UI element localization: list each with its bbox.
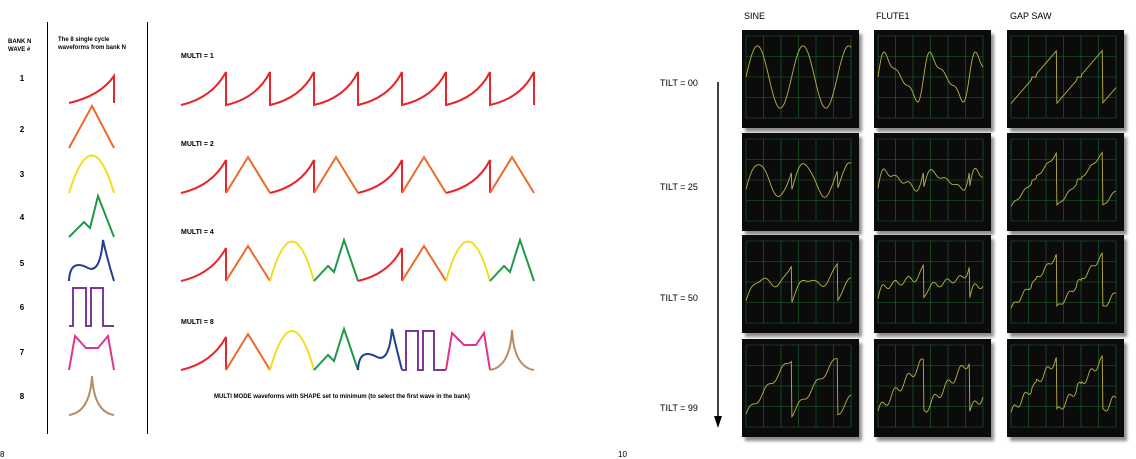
- scope-plot: [1010, 240, 1117, 324]
- wave-number-1: 1: [19, 74, 25, 83]
- multi-4-waveform: [180, 236, 535, 282]
- scope-sine-tilt-0: [742, 30, 859, 128]
- scope-plot: [877, 35, 984, 119]
- page-number-left: 8: [0, 450, 5, 459]
- multi-label-1: MULTI = 1: [181, 53, 214, 60]
- scope-plot: [877, 240, 984, 324]
- column-divider-1: [47, 22, 48, 434]
- scope-sine-tilt-2: [742, 235, 859, 333]
- header-desc-line2: waveforms from bank N: [58, 45, 127, 51]
- scope-trace: [877, 51, 984, 103]
- wave-1-saw: [68, 72, 115, 104]
- tilt-label-25: TILT = 25: [660, 182, 698, 192]
- scope-trace: [745, 358, 852, 419]
- wave-5-bump: [68, 239, 115, 282]
- scope-trace: [1010, 49, 1117, 105]
- scope-trace: [1010, 354, 1117, 413]
- page-number-right: 10: [618, 450, 627, 459]
- column-title-gap-saw: GAP SAW: [1010, 11, 1052, 21]
- tilt-label-50: TILT = 50: [660, 293, 698, 303]
- wave-number-4: 4: [19, 213, 25, 222]
- scope-plot: [745, 344, 852, 428]
- scope-plot: [745, 240, 852, 324]
- multi-label-2: MULTI = 2: [181, 141, 214, 148]
- scope-plot: [1010, 344, 1117, 428]
- multi-caption: MULTI MODE waveforms with SHAPE set to m…: [214, 394, 470, 400]
- wave-number-5: 5: [19, 259, 25, 268]
- column-divider-2: [147, 22, 148, 434]
- scope-gap-saw-tilt-2: [1007, 235, 1124, 333]
- wave-4-peaked: [68, 192, 115, 238]
- wave-2-triangle: [68, 103, 115, 149]
- header-wave: WAVE #: [8, 47, 31, 53]
- tilt-arrow: [714, 82, 722, 428]
- scope-sine-tilt-1: [742, 133, 859, 231]
- wave-8-cusp: [68, 375, 115, 416]
- scope-plot: [877, 138, 984, 222]
- wave-6-pulse: [69, 287, 114, 327]
- tilt-label-99: TILT = 99: [660, 403, 698, 413]
- header-bank: BANK N: [8, 39, 32, 45]
- scope-trace: [745, 262, 852, 303]
- wave-number-2: 2: [19, 125, 25, 134]
- scope-trace: [745, 162, 852, 198]
- column-title-sine: SINE: [744, 11, 766, 21]
- column-title-flute1: FLUTE1: [876, 11, 910, 21]
- scope-trace: [877, 167, 984, 192]
- scope-trace: [877, 263, 984, 299]
- multi-waves: [180, 71, 535, 371]
- scope-gap-saw-tilt-0: [1007, 30, 1124, 128]
- scope-flute1-tilt-3: [874, 339, 991, 437]
- tilt-arrow-head: [714, 416, 722, 428]
- multi-label-4: MULTI = 4: [181, 229, 214, 236]
- scope-gap-saw-tilt-1: [1007, 133, 1124, 231]
- header-desc-line1: The 8 single cycle: [58, 37, 110, 43]
- wave-number-6: 6: [19, 303, 25, 312]
- wave-number-3: 3: [19, 170, 25, 179]
- scope-sine-tilt-3: [742, 339, 859, 437]
- scope-trace: [1010, 151, 1117, 207]
- wave-number-7: 7: [19, 348, 25, 357]
- scope-flute1-tilt-0: [874, 30, 991, 128]
- multi-label-8: MULTI = 8: [181, 319, 214, 326]
- wave-7-notch: [68, 333, 115, 371]
- scope-plot: [745, 35, 852, 119]
- scope-plot: [1010, 138, 1117, 222]
- multi-8-waveform: [180, 325, 535, 371]
- scope-plot: [1010, 35, 1117, 119]
- scope-flute1-tilt-1: [874, 133, 991, 231]
- multi-1-waveform: [180, 71, 535, 107]
- scope-flute1-tilt-2: [874, 235, 991, 333]
- scope-trace: [1010, 252, 1117, 309]
- scope-trace: [745, 45, 852, 109]
- scope-plot: [877, 344, 984, 428]
- single-cycle-waves: [68, 72, 115, 416]
- wave-3-arch: [68, 154, 115, 194]
- scope-plot: [745, 138, 852, 222]
- tilt-label-00: TILT = 00: [660, 78, 698, 88]
- multi-2-waveform: [180, 155, 535, 194]
- scope-trace: [877, 358, 984, 413]
- wave-number-8: 8: [19, 392, 25, 401]
- scope-gap-saw-tilt-3: [1007, 339, 1124, 437]
